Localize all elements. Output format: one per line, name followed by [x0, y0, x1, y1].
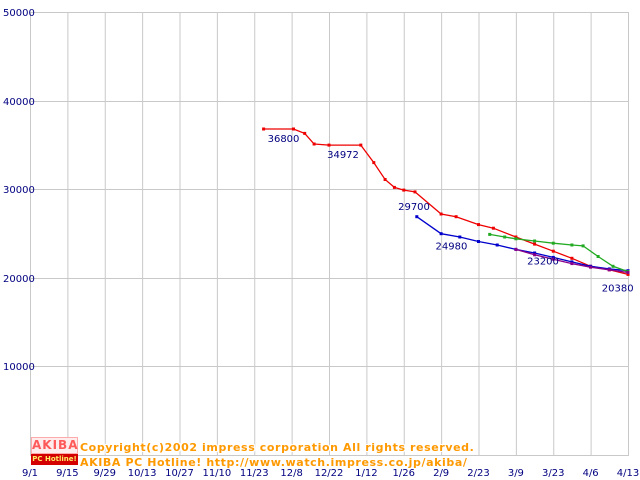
data-point	[327, 143, 331, 147]
svg-text:4/13: 4/13	[617, 468, 639, 479]
data-point	[402, 188, 406, 192]
data-point	[503, 235, 507, 239]
data-point	[551, 241, 555, 245]
data-point	[439, 232, 443, 236]
svg-text:9/29: 9/29	[94, 468, 116, 479]
data-label-29700: 29700	[398, 202, 430, 213]
data-point	[533, 251, 537, 255]
series-line-green	[488, 232, 630, 274]
akiba-logo: AKIBA PC Hotline!	[31, 437, 78, 465]
data-point	[439, 212, 443, 216]
svg-text:11/23: 11/23	[240, 468, 269, 479]
svg-text:12/8: 12/8	[280, 468, 302, 479]
data-point	[514, 237, 518, 241]
svg-text:9/15: 9/15	[56, 468, 78, 479]
data-point	[292, 127, 295, 131]
svg-text:3/23: 3/23	[542, 468, 564, 479]
data-label-24980: 24980	[436, 242, 468, 253]
data-point	[488, 232, 492, 236]
data-point	[589, 265, 593, 269]
svg-text:40000: 40000	[3, 97, 35, 108]
data-point	[477, 240, 480, 243]
y-axis-labels: 10000 20000 30000 40000 50000	[3, 8, 35, 373]
data-point	[626, 271, 630, 274]
data-point	[596, 255, 600, 258]
data-point	[626, 272, 630, 276]
data-point	[581, 244, 585, 248]
akiba-logo-subtext: PC Hotline!	[31, 454, 78, 465]
svg-text:9/1: 9/1	[22, 468, 38, 479]
data-point	[413, 190, 417, 194]
svg-text:12/22: 12/22	[315, 468, 344, 479]
data-point	[372, 161, 376, 165]
data-point	[551, 257, 555, 261]
data-point	[607, 268, 611, 272]
svg-text:50000: 50000	[3, 8, 35, 19]
data-point	[551, 255, 555, 259]
data-point	[551, 249, 555, 253]
data-point	[570, 256, 574, 260]
grid-lines	[30, 12, 629, 456]
svg-text:1/12: 1/12	[355, 468, 377, 479]
series-line-red	[262, 127, 630, 276]
svg-text:4/6: 4/6	[583, 468, 599, 479]
data-label-20380: 20380	[602, 283, 634, 294]
data-labels: 36800 34972 29700 24980 23200 20380	[268, 134, 634, 294]
svg-text:3/9: 3/9	[508, 468, 524, 479]
data-point	[359, 143, 363, 147]
data-point	[533, 253, 537, 257]
data-point	[514, 235, 518, 239]
data-point	[262, 127, 266, 131]
data-point	[495, 243, 499, 247]
data-label-36800: 36800	[268, 134, 300, 145]
svg-text:20000: 20000	[3, 274, 35, 285]
data-label-23200: 23200	[527, 256, 559, 267]
site-url-text: AKIBA PC Hotline! http://www.watch.impre…	[80, 456, 468, 469]
data-point	[491, 226, 495, 230]
svg-text:10/27: 10/27	[165, 468, 194, 479]
data-point	[383, 178, 387, 181]
x-axis-labels: 9/1 9/15 9/29 10/13 10/27 11/10 11/23 12/8 12/22…	[22, 468, 639, 479]
data-point	[303, 131, 307, 135]
svg-text:30000: 30000	[3, 185, 35, 196]
copyright-text: Copyright(c)2002 impress corporation All…	[80, 441, 475, 454]
svg-text:1/26: 1/26	[393, 468, 415, 479]
svg-text:2/9: 2/9	[433, 468, 449, 479]
akiba-logo-text: AKIBA	[31, 437, 79, 454]
svg-text:10/13: 10/13	[128, 468, 157, 479]
data-point	[533, 242, 537, 246]
svg-text:11/10: 11/10	[202, 468, 231, 479]
svg-text:2/23: 2/23	[467, 468, 489, 479]
data-point	[458, 235, 462, 239]
data-point	[392, 185, 396, 189]
data-point	[415, 215, 419, 219]
data-point	[454, 215, 458, 219]
series-line-purple	[514, 247, 630, 274]
data-point	[611, 264, 615, 268]
data-point	[312, 142, 316, 146]
svg-text:10000: 10000	[3, 362, 35, 373]
data-point	[533, 239, 537, 243]
data-label-34972: 34972	[327, 150, 359, 161]
data-point	[570, 262, 574, 266]
data-point	[570, 260, 574, 264]
data-point	[570, 243, 574, 247]
data-point	[477, 223, 480, 227]
data-point	[514, 247, 518, 251]
